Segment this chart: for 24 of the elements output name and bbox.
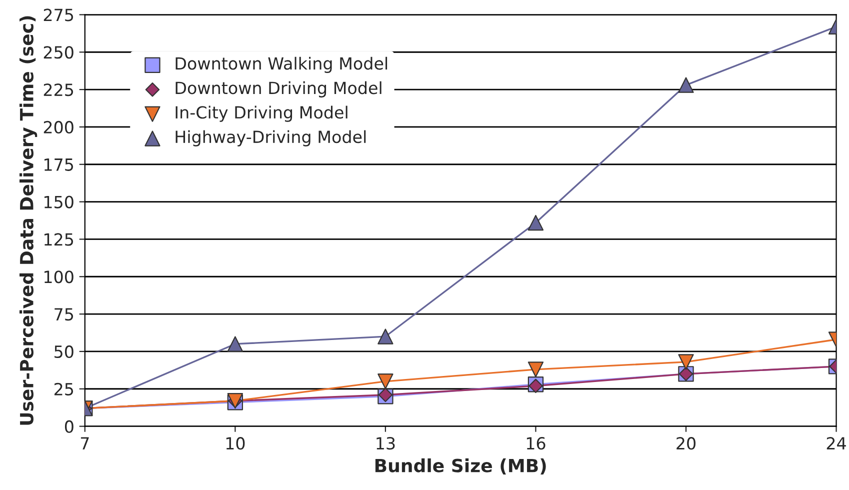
x-tick-label: 16 [526, 437, 546, 450]
legend-label: Downtown Driving Model [176, 81, 382, 98]
y-tick-label: 175 [44, 158, 74, 171]
x-axis-title: Bundle Size (MB) [375, 458, 546, 475]
x-tick-label: 7 [80, 437, 89, 450]
y-tick-label: 50 [54, 345, 74, 358]
x-tick-label: 10 [226, 437, 245, 450]
x-tick-label: 20 [676, 437, 696, 450]
legend-label: Highway-Driving Model [176, 130, 366, 146]
y-axis-title: User-Perceived Data Delivery Time (sec) [20, 16, 38, 425]
y-tick-label: 150 [44, 196, 74, 208]
y-tick-label: 275 [44, 8, 74, 22]
x-tick-label: 13 [376, 437, 395, 450]
y-tick-label: 225 [44, 84, 74, 96]
y-tick-label: 25 [54, 382, 74, 396]
y-tick-label: 100 [44, 270, 74, 284]
y-tick-label: 75 [54, 308, 74, 321]
x-tick-label: 24 [826, 437, 846, 450]
legend-label: Downtown Walking Model [176, 56, 388, 73]
legend-label: In-City Driving Model [176, 106, 348, 122]
y-tick-label: 0 [64, 420, 74, 433]
y-tick-label: 200 [44, 120, 74, 134]
y-tick-label: 250 [44, 46, 74, 59]
y-tick-label: 125 [44, 233, 74, 246]
